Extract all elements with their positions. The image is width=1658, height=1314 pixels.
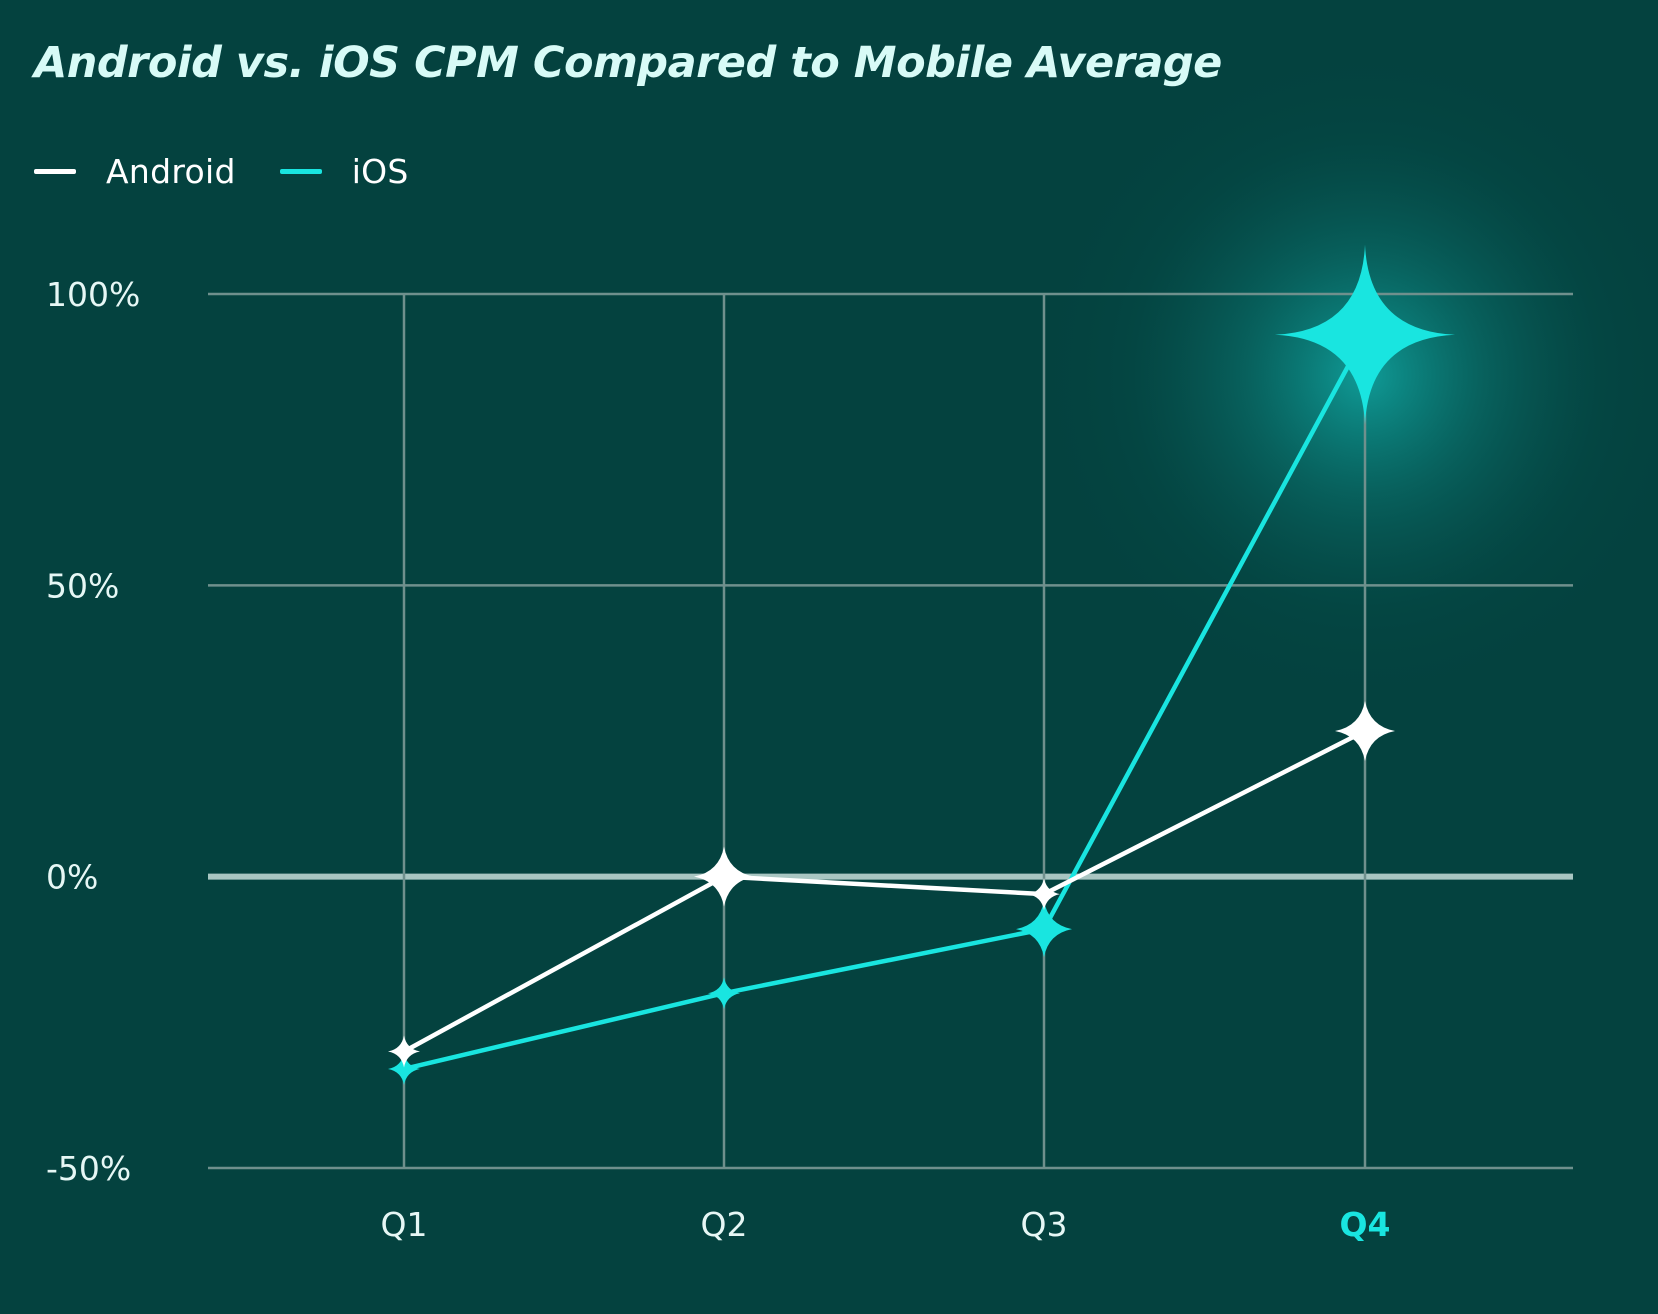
- series-line-ios: [401, 332, 1368, 1072]
- point-marker-android: [1335, 701, 1395, 761]
- point-marker-ios: [1016, 901, 1072, 958]
- x-tick-label: Q1: [381, 1205, 428, 1244]
- legend-swatch-android: [34, 169, 76, 174]
- y-tick-label: 100%: [46, 275, 140, 314]
- legend-item-android: Android: [34, 152, 236, 191]
- point-marker-android: [388, 1035, 420, 1068]
- chart-title: Android vs. iOS CPM Compared to Mobile A…: [34, 38, 1222, 88]
- point-marker-ios: [1275, 244, 1455, 425]
- legend: Android iOS: [34, 152, 409, 191]
- y-tick-label: -50%: [46, 1149, 131, 1188]
- point-marker-ios: [708, 977, 740, 1010]
- legend-item-ios: iOS: [279, 152, 409, 191]
- legend-swatch-ios: [279, 169, 322, 174]
- series-line-android: [401, 728, 1368, 1054]
- x-tick-label: Q3: [1021, 1205, 1068, 1244]
- point-marker-android: [1028, 878, 1060, 911]
- x-tick-label: Q4: [1339, 1205, 1390, 1244]
- legend-label-android: Android: [106, 152, 236, 191]
- y-tick-label: 50%: [46, 566, 119, 605]
- point-marker-ios: [388, 1052, 420, 1085]
- y-tick-label: 0%: [46, 858, 98, 897]
- legend-label-ios: iOS: [351, 152, 409, 191]
- x-tick-label: Q2: [701, 1205, 748, 1244]
- point-marker-android: [694, 846, 754, 907]
